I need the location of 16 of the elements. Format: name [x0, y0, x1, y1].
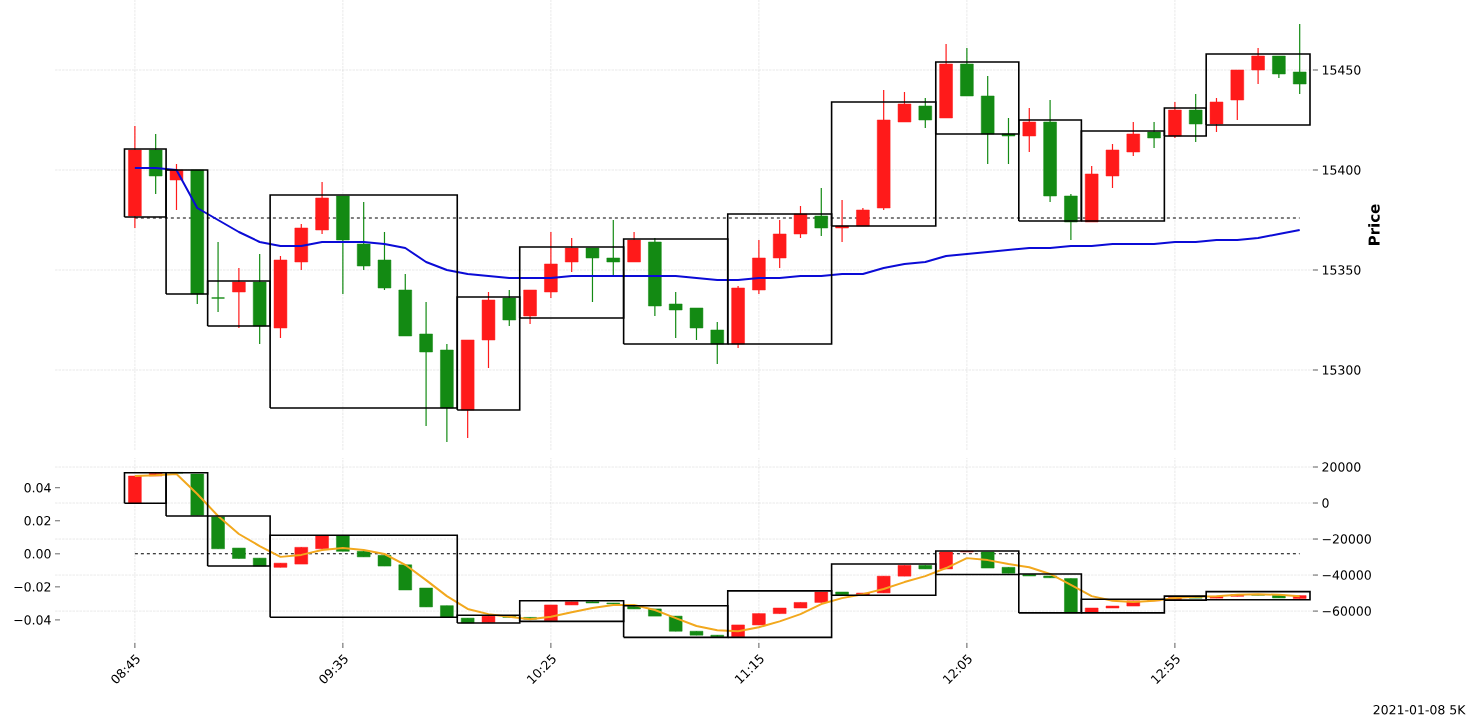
y-tick-label: 15450 [1322, 65, 1361, 75]
y-tick-label: 0.04 [24, 483, 51, 493]
text: 2021-01-08 5K [1373, 705, 1466, 715]
y-tick-label: 15350 [1322, 265, 1361, 275]
y2-tick-label: −60000 [1322, 606, 1371, 616]
y2-tick-label: −40000 [1322, 570, 1371, 580]
y-tick-label: −0.02 [14, 582, 51, 592]
y2-tick-label: −20000 [1322, 534, 1371, 544]
y2-tick-label: 0 [1322, 498, 1329, 508]
y-tick-label: 0.02 [24, 516, 51, 526]
y-tick-label: 15400 [1322, 165, 1361, 175]
y2-tick-label: 20000 [1322, 462, 1361, 472]
y-tick-label: 0.00 [24, 549, 51, 559]
y-axis-title: Price [1368, 204, 1380, 245]
y-tick-label: 15300 [1322, 365, 1361, 375]
y-tick-label: −0.04 [14, 615, 51, 625]
